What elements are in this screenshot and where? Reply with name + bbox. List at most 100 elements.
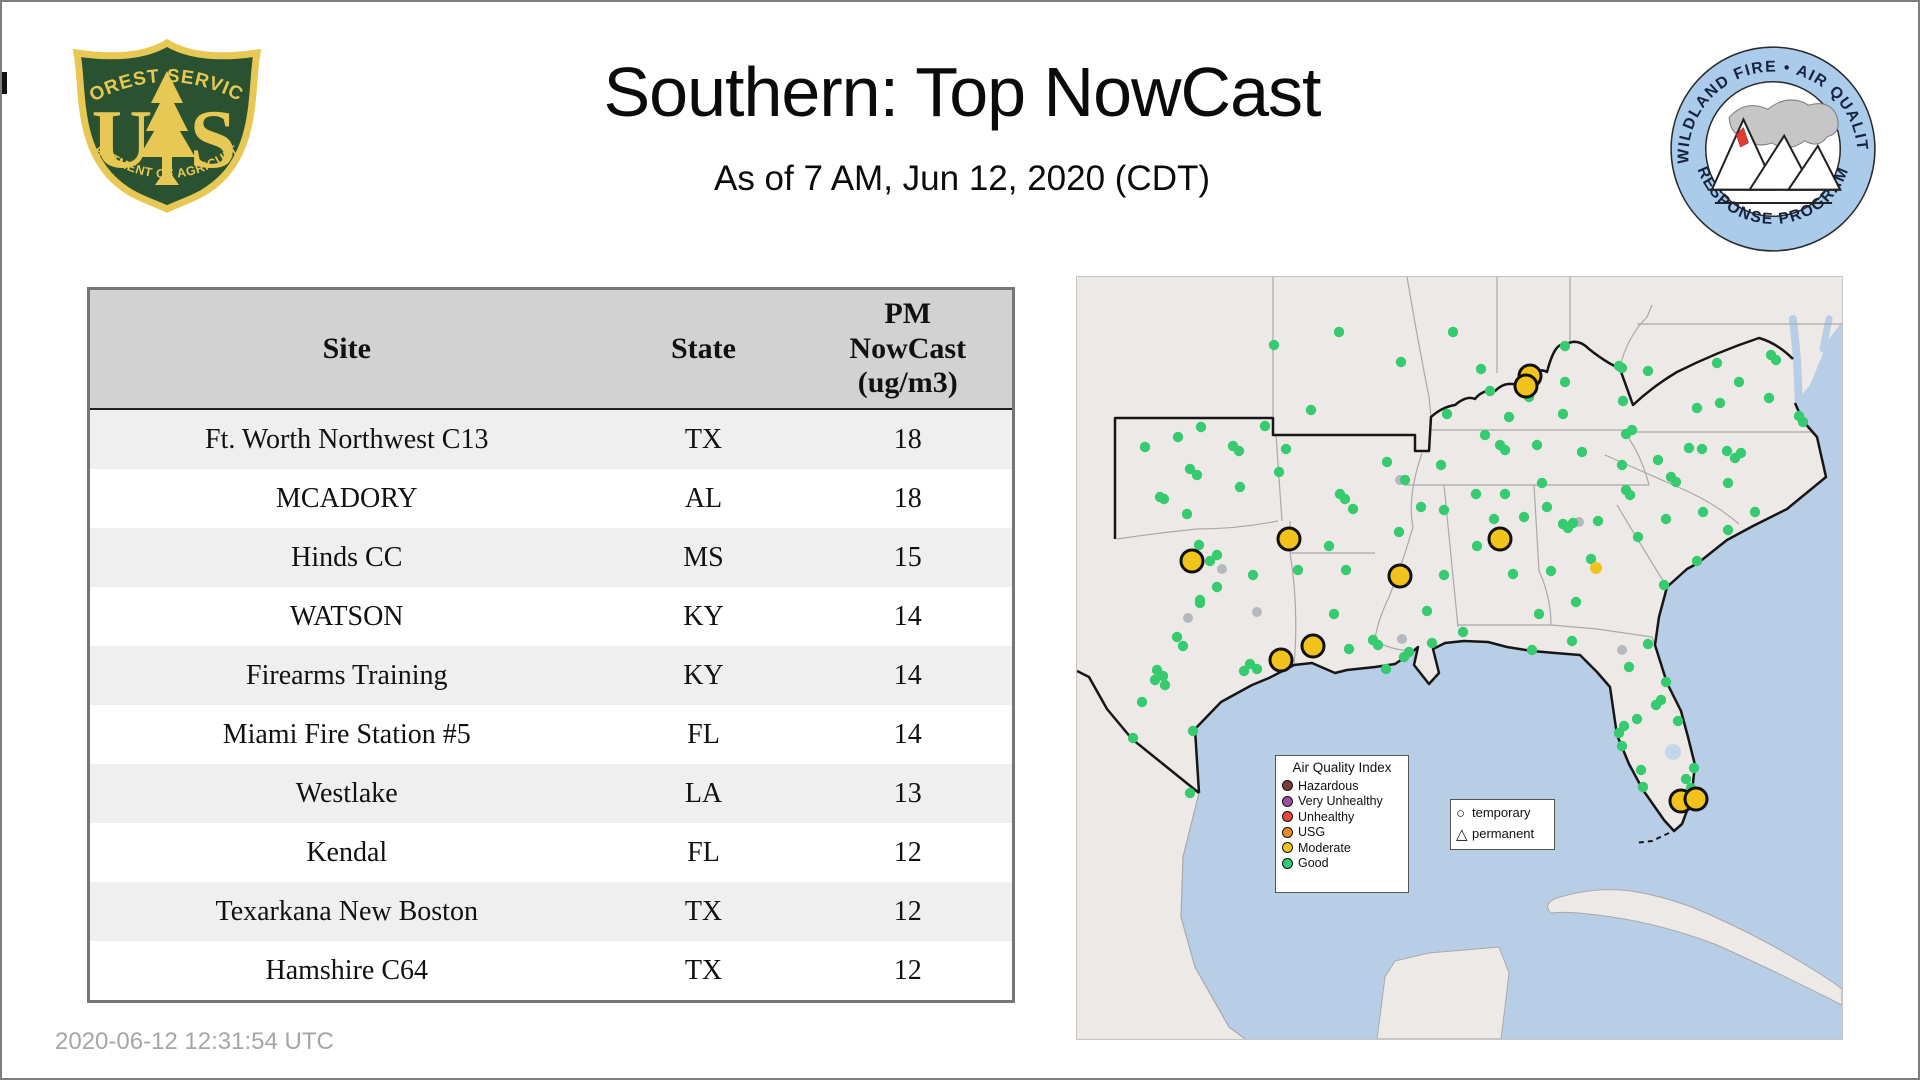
table-row: Hamshire C64 TX 12 <box>88 941 1014 1002</box>
column-header-state: State <box>603 288 804 410</box>
monitor-dot-good <box>1576 446 1588 458</box>
aqi-legend-label: Good <box>1298 856 1329 871</box>
monitor-dot-good <box>1484 385 1496 397</box>
moderate-temporary-markers <box>1179 363 1709 814</box>
monitor-dot-good <box>1533 608 1545 620</box>
monitor-dot-no-data <box>1217 564 1227 574</box>
monitor-dot-good <box>1518 511 1530 523</box>
monitor-dot-good <box>1441 408 1453 420</box>
monitor-dot-good <box>1340 564 1352 576</box>
aqi-color-swatch <box>1282 780 1293 792</box>
monitor-marker-moderate-temporary <box>1487 526 1513 552</box>
monitor-dot-good <box>1159 679 1171 691</box>
monitor-dot-good <box>1531 439 1543 451</box>
monitor-dot-good <box>1617 395 1629 407</box>
forest-service-logo: FOREST SERVICE DEPARTMENT OF AGRICULTURE… <box>64 35 262 213</box>
monitor-dot-good <box>1184 787 1196 799</box>
wfaqrp-logo: WILDLAND FIRE • AIR QUALITY RESPONSE PRO… <box>1666 42 1876 252</box>
monitor-dot-good <box>1722 477 1734 489</box>
monitor-dot-good <box>1696 443 1708 455</box>
monitor-dot-good <box>1557 518 1569 530</box>
monitor-dot-good <box>1479 429 1491 441</box>
site-cell: Miami Fire Station #5 <box>222 718 471 750</box>
monitor-dot-good <box>1181 508 1193 520</box>
table-row: MCADORY AL 18 <box>88 469 1014 528</box>
monitor-dot-good <box>1680 773 1692 785</box>
aqi-color-swatch <box>1282 857 1293 869</box>
monitor-dot-good <box>1541 501 1553 513</box>
monitor-dot-good <box>1426 637 1438 649</box>
aqi-legend-item: Hazardous <box>1282 778 1402 794</box>
monitor-marker-moderate-temporary <box>1179 548 1205 574</box>
monitor-dot-good <box>1211 581 1223 593</box>
nowcast-table: Site State PM NowCast (ug/m3) Ft. Worth … <box>87 287 1015 1003</box>
marker-key-permanent: △ permanent <box>1456 824 1549 845</box>
pm-value-cell: 15 <box>893 541 922 573</box>
monitor-dot-good <box>1536 477 1548 489</box>
monitor-dot-good <box>1683 442 1695 454</box>
monitor-dot-good <box>1403 646 1415 658</box>
table-row: Firearms Training KY 14 <box>88 646 1014 705</box>
aqi-legend-item: Moderate <box>1282 840 1402 856</box>
monitor-dot-good <box>1177 640 1189 652</box>
aqi-color-swatch <box>1282 826 1293 838</box>
marker-type-key: ○ temporary △ permanent <box>1450 799 1555 850</box>
aqi-color-swatch <box>1282 811 1293 823</box>
temporary-label: temporary <box>1472 805 1531 821</box>
pm-value-cell: 12 <box>893 954 922 986</box>
monitor-dot-good <box>1372 639 1384 651</box>
monitor-dot-good <box>1714 397 1726 409</box>
pm-value-cell: 18 <box>893 423 922 455</box>
pm-value-cell: 12 <box>893 836 922 868</box>
generated-timestamp: 2020-06-12 12:31:54 UTC <box>55 1028 334 1055</box>
monitor-dot-good <box>1435 459 1447 471</box>
state-cell: KY <box>683 600 724 632</box>
monitor-dot-good <box>1339 493 1351 505</box>
monitor-marker-moderate-temporary <box>1276 526 1302 552</box>
monitor-dot-good <box>1187 725 1199 737</box>
site-cell: WATSON <box>289 600 404 632</box>
aqi-legend-label: Hazardous <box>1298 778 1359 793</box>
pm-value-cell: 12 <box>893 895 922 927</box>
monitor-dot-good <box>1333 326 1345 338</box>
wfaqrp-mountains-icon <box>1707 116 1842 205</box>
table-row: Miami Fire Station #5 FL 14 <box>88 705 1014 764</box>
monitor-dot-good <box>1347 503 1359 515</box>
monitor-dot-good <box>1343 643 1355 655</box>
monitor-dot-good <box>1631 713 1643 725</box>
aqi-legend-label: Unhealthy <box>1298 809 1355 824</box>
site-cell: Westlake <box>295 777 398 809</box>
monitor-dot-good <box>1763 392 1775 404</box>
monitor-dot-no-data <box>1617 645 1627 655</box>
monitor-dot-good <box>1721 445 1733 457</box>
monitor-marker-moderate-temporary <box>1513 373 1539 399</box>
permanent-label: permanent <box>1472 826 1535 842</box>
aqi-color-swatch <box>1282 842 1293 854</box>
pm-value-cell: 13 <box>893 777 922 809</box>
monitor-dot-good <box>1191 469 1203 481</box>
monitor-dot-good <box>1660 676 1672 688</box>
monitor-dot-good <box>1127 732 1139 744</box>
aqi-legend-label: Very Unhealthy <box>1298 794 1383 809</box>
monitor-dot-good <box>1204 555 1216 567</box>
monitor-dot-good <box>1381 456 1393 468</box>
site-cell: Firearms Training <box>246 659 448 691</box>
monitor-dot-good <box>1251 663 1263 675</box>
table-row: Hinds CC MS 15 <box>88 528 1014 587</box>
site-cell: Hinds CC <box>291 541 403 573</box>
monitor-dot-good <box>1652 454 1664 466</box>
site-cell: Texarkana New Boston <box>215 895 478 927</box>
aqi-legend: Air Quality Index Hazardous Very Unhealth… <box>1275 755 1409 893</box>
map-yucatan <box>1376 946 1510 1039</box>
monitor-dot-good <box>1380 663 1392 675</box>
monitor-dot-good <box>1457 626 1469 638</box>
monitor-dot-good <box>1470 488 1482 500</box>
column-header-pm: PM NowCast (ug/m3) <box>803 288 1014 410</box>
monitor-dot-good <box>1711 357 1723 369</box>
monitor-dot-good <box>1735 447 1747 459</box>
state-cell: FL <box>687 836 720 868</box>
monitor-dot-good <box>1233 445 1245 457</box>
monitor-dot-good <box>1526 644 1538 656</box>
monitor-dot-good <box>1280 443 1292 455</box>
monitor-dot-good <box>1194 594 1206 606</box>
